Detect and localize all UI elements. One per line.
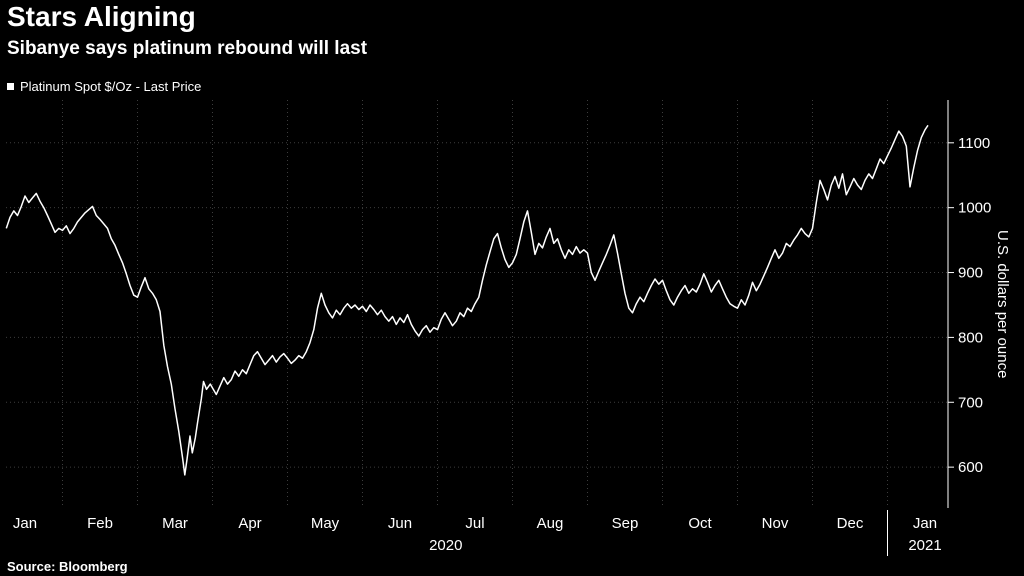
legend-label: Platinum Spot $/Oz - Last Price [20,79,202,94]
price-line [5,124,929,476]
year-label: 2021 [908,537,941,554]
x-tick-label: Jan [13,515,37,532]
x-tick-label: Sep [612,515,639,532]
year-label: 2020 [429,537,462,554]
y-tick-label: 900 [958,265,983,282]
x-tick-label: Mar [162,515,188,532]
x-tick-label: Apr [238,515,261,532]
y-tick-label: 700 [958,394,983,411]
legend-square-icon [7,83,14,90]
x-tick-label: Nov [762,515,789,532]
y-tick-label: 1000 [958,200,991,217]
x-tick-label: Feb [87,515,113,532]
x-tick-label: Jul [465,515,484,532]
y-tick-label: 1100 [958,135,990,152]
x-tick-label: Aug [537,515,564,532]
chart-subtitle: Sibanye says platinum rebound will last [7,38,368,59]
x-tick-label: Jun [388,515,412,532]
y-tick-label: 600 [958,459,983,476]
y-axis-title: U.S. dollars per ounce [994,229,1011,379]
x-tick-label: Dec [837,515,864,532]
source-credit: Source: Bloomberg [7,559,128,574]
chart-title: Stars Aligning [7,1,196,32]
y-tick-label: 800 [958,329,983,346]
x-tick-label: May [311,515,340,532]
legend: Platinum Spot $/Oz - Last Price [7,79,201,94]
x-tick-label: Oct [688,515,712,532]
x-tick-label: Jan [913,515,937,532]
